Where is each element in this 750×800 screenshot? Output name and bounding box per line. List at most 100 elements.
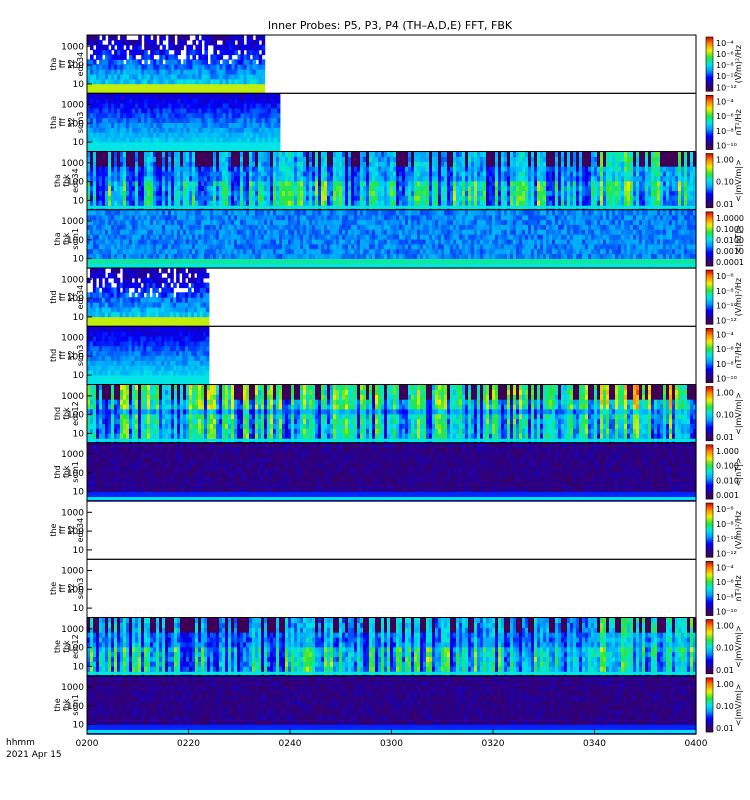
colorbar-tick-label: 10⁻⁶ bbox=[716, 505, 734, 514]
y-tick-label: 10 bbox=[73, 80, 85, 90]
time-tick-label: 0220 bbox=[177, 739, 200, 749]
colorbar-unit-label: (V/m)²/Hz bbox=[734, 278, 743, 316]
y-tick-label: 1000 bbox=[61, 392, 84, 402]
colorbar-unit-label: nT²/Hz bbox=[734, 109, 743, 135]
panel-label: thefbkscm1 bbox=[53, 694, 80, 715]
y-tick-label: 100 bbox=[67, 352, 84, 362]
colorbar-tick-label: 1.00 bbox=[716, 680, 734, 689]
spectrogram-image bbox=[87, 151, 697, 211]
panel-label: thafff32edc34 bbox=[49, 52, 85, 77]
colorbar-tick-label: 0.010 bbox=[716, 476, 739, 485]
panel-label: thefbkedc12 bbox=[53, 634, 80, 659]
colorbar bbox=[705, 677, 714, 733]
colorbar-tick-label: 0.01 bbox=[716, 433, 734, 442]
colorbar-unit-label: <|mV/m|> bbox=[734, 392, 743, 435]
colorbar-tick-label: 10⁻⁸ bbox=[716, 127, 734, 136]
y-tick-label: 10 bbox=[73, 546, 85, 556]
time-tick-label: 0300 bbox=[380, 739, 403, 749]
y-tick-label: 1000 bbox=[61, 101, 84, 111]
colorbar-tick-label: 10⁻¹⁰ bbox=[716, 72, 737, 81]
colorbar bbox=[705, 444, 714, 500]
panel-label: thdfff32edc34 bbox=[49, 285, 85, 310]
y-tick-label: 10 bbox=[73, 138, 85, 148]
colorbar-unit-label: <|mV/m|> bbox=[734, 684, 743, 727]
y-tick-label: 100 bbox=[67, 119, 84, 129]
colorbar-tick-label: 0.10 bbox=[716, 178, 734, 187]
colorbar-tick-label: 10⁻⁶ bbox=[716, 578, 734, 587]
colorbar-tick-label: 10⁻¹² bbox=[716, 83, 737, 92]
time-axis: hhmm 2021 Apr 15 0200 0220 0240 0300 0320 034… bbox=[6, 729, 708, 760]
time-tick-label: 0400 bbox=[685, 739, 708, 749]
colorbar-tick-label: 10⁻⁶ bbox=[716, 345, 734, 354]
colorbar-tick-label: 10⁻⁴ bbox=[716, 97, 734, 106]
panel-label: thefff32edc34 bbox=[49, 518, 85, 543]
colorbar bbox=[705, 619, 714, 675]
y-tick-label: 10 bbox=[73, 196, 85, 206]
baseline-band bbox=[87, 264, 696, 267]
y-tick-label: 100 bbox=[67, 61, 84, 71]
y-tick-label: 100 bbox=[67, 411, 84, 421]
colorbar bbox=[705, 95, 714, 150]
colorbar-tick-label: 0.0100 bbox=[716, 236, 744, 245]
y-tick-label: 1000 bbox=[61, 625, 84, 635]
spectrogram-image bbox=[87, 35, 266, 94]
colorbar-tick-label: 0.1000 bbox=[716, 225, 744, 234]
colorbar bbox=[705, 269, 714, 325]
colorbar-tick-label: 10⁻⁸ bbox=[716, 593, 734, 602]
colorbar-tick-label: 0.01 bbox=[716, 200, 734, 209]
colorbar-tick-label: 0.10 bbox=[716, 702, 734, 711]
colorbar-tick-label: 10⁻⁸ bbox=[716, 520, 734, 529]
panel-label: thafbkedc34 bbox=[53, 168, 80, 193]
colorbar-tick-label: 10⁻⁶ bbox=[716, 272, 734, 281]
colorbar bbox=[705, 211, 714, 267]
colorbar-tick-label: 0.100 bbox=[716, 462, 739, 471]
colorbar-tick-label: 1.00 bbox=[716, 156, 734, 165]
y-tick-label: 1000 bbox=[61, 450, 84, 460]
y-tick-label: 10 bbox=[73, 313, 85, 323]
colorbar-tick-label: 10⁻¹⁰ bbox=[716, 302, 737, 311]
y-tick-label: 10 bbox=[73, 662, 85, 672]
figure-title: Inner Probes: P5, P3, P4 (TH–A,D,E) FFT,… bbox=[268, 19, 513, 32]
panel-label: thdfff32scm3 bbox=[49, 345, 85, 366]
baseline-band bbox=[87, 671, 696, 675]
colorbar-tick-label: 10⁻¹⁰ bbox=[716, 142, 737, 151]
colorbar-tick-label: 10⁻⁴ bbox=[716, 39, 734, 48]
colorbar-tick-label: 0.0010 bbox=[716, 247, 744, 256]
spectrogram-image bbox=[87, 326, 210, 386]
colorbar-unit-label: (V/m)²/Hz bbox=[734, 511, 743, 549]
y-tick-label: 10 bbox=[73, 429, 85, 439]
y-tick-label: 100 bbox=[67, 236, 84, 246]
colorbar-unit-label: <|mV/m|> bbox=[734, 625, 743, 668]
date-label: 2021 Apr 15 bbox=[6, 750, 62, 760]
y-tick-label: 100 bbox=[67, 469, 84, 479]
spectrogram-image bbox=[87, 93, 281, 153]
colorbar-tick-label: 10⁻¹⁰ bbox=[716, 608, 737, 617]
colorbar-tick-label: 0.0001 bbox=[716, 258, 744, 267]
spectrogram-image bbox=[87, 442, 697, 502]
colorbar-tick-label: 0.10 bbox=[716, 644, 734, 653]
panel-frame bbox=[86, 675, 697, 735]
y-tick-label: 100 bbox=[67, 527, 84, 537]
panels-layer: 10 100 1000 thafff32edc34 10⁻⁴ 10⁻⁶ 10⁻⁸ 10⁻¹⁰ 1… bbox=[49, 34, 744, 735]
colorbar-tick-label: 10⁻⁴ bbox=[716, 563, 734, 572]
y-tick-label: 1000 bbox=[61, 508, 84, 518]
time-tick-label: 0240 bbox=[279, 739, 302, 749]
colorbar-unit-label: <|nT|> bbox=[734, 458, 743, 487]
colorbar-tick-label: 1.000 bbox=[716, 447, 739, 456]
panel-label: thefff32scm3 bbox=[49, 578, 85, 599]
panel-label: thafbkscm1 bbox=[53, 228, 80, 249]
y-tick-label: 1000 bbox=[61, 275, 84, 285]
y-tick-label: 1000 bbox=[61, 159, 84, 169]
y-tick-label: 1000 bbox=[61, 683, 84, 693]
colorbar bbox=[705, 502, 714, 558]
colorbar-tick-label: 10⁻⁸ bbox=[716, 287, 734, 296]
colorbar-tick-label: 0.01 bbox=[716, 666, 734, 675]
